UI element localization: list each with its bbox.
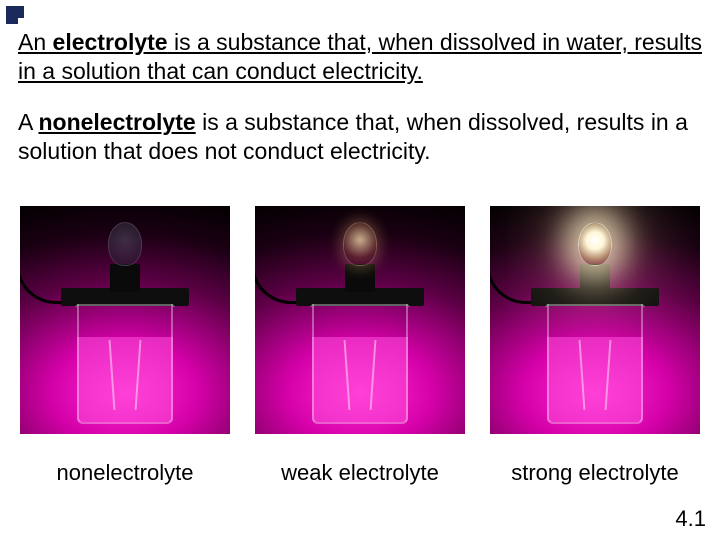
electrode-icon [109,340,116,410]
page-number: 4.1 [675,506,706,532]
electrode-icon [605,340,612,410]
caption-strong-electrolyte: strong electrolyte [490,460,700,486]
para2-term: nonelectrolyte [38,109,195,135]
electrode-icon [344,340,351,410]
caption-nonelectrolyte: nonelectrolyte [20,460,230,486]
socket-icon [580,264,610,292]
electrode-icon [579,340,586,410]
bulb-icon [578,222,612,266]
electrode-icon [370,340,377,410]
beaker-icon [547,304,643,424]
bulb-icon [108,222,142,266]
experiment-strong-electrolyte [490,206,700,434]
para1-term: electrolyte [53,29,168,55]
experiment-images-row [20,206,700,434]
beaker-icon [77,304,173,424]
electrode-icon [135,340,142,410]
beaker-icon [312,304,408,424]
socket-icon [345,264,375,292]
experiment-weak-electrolyte [255,206,465,434]
para1-pre: An [18,29,53,55]
bulb-icon [343,222,377,266]
para2-pre: A [18,109,38,135]
experiment-nonelectrolyte [20,206,230,434]
definition-electrolyte: An electrolyte is a substance that, when… [0,28,720,86]
definition-nonelectrolyte: A nonelectrolyte is a substance that, wh… [0,108,720,166]
socket-icon [110,264,140,292]
captions-row: nonelectrolyte weak electrolyte strong e… [20,460,700,486]
caption-weak-electrolyte: weak electrolyte [255,460,465,486]
slide-bullet-icon [6,6,24,24]
